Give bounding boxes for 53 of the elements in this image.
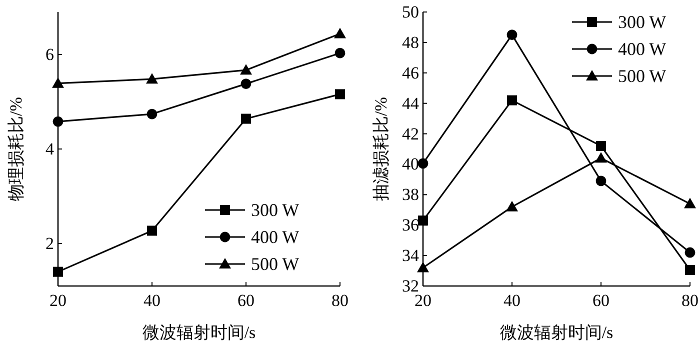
point	[146, 108, 158, 120]
point	[684, 198, 696, 208]
y-tick-label: 48	[402, 32, 419, 52]
point	[595, 152, 607, 163]
y-tick-label: 36	[402, 216, 419, 235]
x-tick-label: 20	[50, 291, 66, 310]
y-tick-label: 4	[46, 140, 54, 158]
x-tick-label: 40	[144, 291, 160, 310]
point	[52, 77, 64, 88]
y-tick-label: 34	[402, 246, 420, 266]
point	[335, 89, 345, 100]
point	[684, 247, 696, 258]
y-tick-label: 42	[402, 124, 419, 144]
y-tick-label: 2	[46, 234, 54, 253]
point	[506, 30, 518, 40]
point	[418, 216, 428, 226]
point	[241, 114, 251, 124]
point	[52, 116, 64, 127]
y-tick-label: 50	[402, 2, 419, 22]
x-tick-label: 40	[504, 291, 520, 310]
y-axis-title: 抽滤损耗比/%	[372, 97, 390, 201]
x-tick-label: 60	[238, 291, 254, 310]
legend-label: 300 W	[251, 200, 300, 220]
y-tick-label: 40	[402, 154, 419, 174]
point	[506, 200, 518, 212]
x-tick-label: 80	[332, 291, 348, 310]
x-axis-title: 微波辐射时间/s	[500, 323, 614, 342]
x-tick-label: 60	[592, 291, 610, 310]
point	[507, 95, 517, 106]
x-axis-title: 微波辐射时间/s	[142, 323, 256, 342]
legend-label: 400 W	[618, 39, 666, 59]
legend-label: 400 W	[251, 227, 300, 247]
point	[240, 64, 252, 75]
point	[53, 266, 63, 277]
y-tick-label: 6	[46, 45, 54, 64]
x-tick-label: 80	[682, 291, 698, 310]
y-tick-label: 46	[402, 63, 419, 82]
legend-label: 500 W	[618, 66, 666, 86]
point	[334, 28, 346, 38]
legend-label: 300 W	[618, 12, 666, 32]
point	[146, 73, 158, 84]
legend-label: 500 W	[251, 254, 300, 274]
y-axis-title: 物理损耗比/%	[6, 97, 26, 201]
point	[596, 176, 606, 186]
y-tick-label: 38	[402, 185, 419, 204]
point	[417, 262, 429, 272]
point	[685, 265, 695, 276]
point	[596, 140, 606, 151]
point	[240, 78, 252, 90]
y-tick-label: 44	[402, 94, 420, 113]
point	[418, 158, 428, 169]
point	[334, 48, 346, 58]
point	[147, 226, 157, 236]
